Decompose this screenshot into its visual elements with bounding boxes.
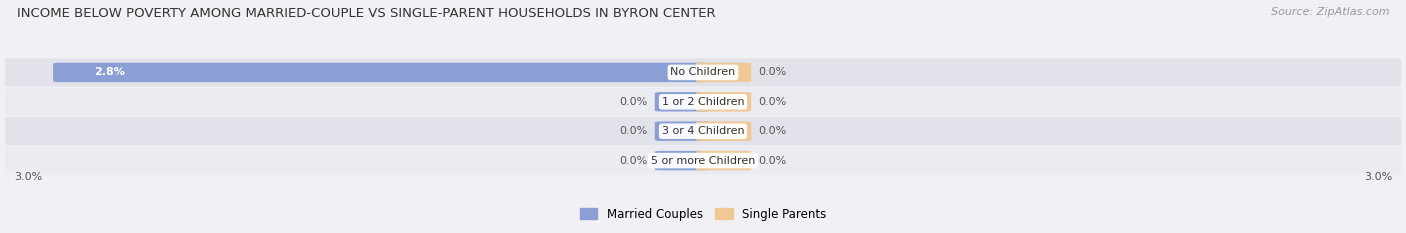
FancyBboxPatch shape bbox=[696, 151, 751, 170]
Text: 3.0%: 3.0% bbox=[1364, 172, 1392, 182]
Text: 0.0%: 0.0% bbox=[620, 97, 648, 107]
Text: 1 or 2 Children: 1 or 2 Children bbox=[662, 97, 744, 107]
Text: 0.0%: 0.0% bbox=[620, 126, 648, 136]
FancyBboxPatch shape bbox=[4, 117, 1402, 145]
Text: Source: ZipAtlas.com: Source: ZipAtlas.com bbox=[1271, 7, 1389, 17]
Text: 0.0%: 0.0% bbox=[758, 126, 786, 136]
FancyBboxPatch shape bbox=[655, 92, 710, 112]
Text: 0.0%: 0.0% bbox=[758, 67, 786, 77]
Text: 2.8%: 2.8% bbox=[94, 67, 125, 77]
Text: 0.0%: 0.0% bbox=[758, 97, 786, 107]
Legend: Married Couples, Single Parents: Married Couples, Single Parents bbox=[575, 203, 831, 225]
FancyBboxPatch shape bbox=[4, 58, 1402, 86]
Text: 0.0%: 0.0% bbox=[758, 156, 786, 166]
FancyBboxPatch shape bbox=[696, 92, 751, 112]
FancyBboxPatch shape bbox=[4, 147, 1402, 175]
FancyBboxPatch shape bbox=[696, 63, 751, 82]
FancyBboxPatch shape bbox=[655, 151, 710, 170]
Text: INCOME BELOW POVERTY AMONG MARRIED-COUPLE VS SINGLE-PARENT HOUSEHOLDS IN BYRON C: INCOME BELOW POVERTY AMONG MARRIED-COUPL… bbox=[17, 7, 716, 20]
Text: 3.0%: 3.0% bbox=[14, 172, 42, 182]
Text: No Children: No Children bbox=[671, 67, 735, 77]
FancyBboxPatch shape bbox=[696, 121, 751, 141]
FancyBboxPatch shape bbox=[655, 121, 710, 141]
Text: 0.0%: 0.0% bbox=[620, 156, 648, 166]
FancyBboxPatch shape bbox=[4, 88, 1402, 116]
Text: 3 or 4 Children: 3 or 4 Children bbox=[662, 126, 744, 136]
FancyBboxPatch shape bbox=[53, 63, 710, 82]
Text: 5 or more Children: 5 or more Children bbox=[651, 156, 755, 166]
